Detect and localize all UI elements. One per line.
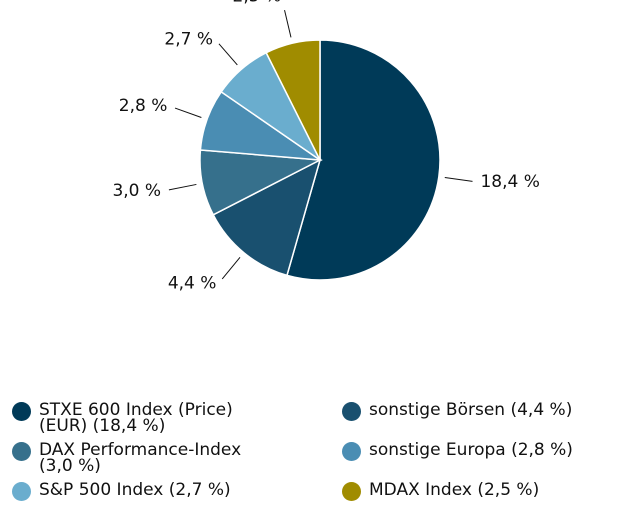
data-label: 2,7 % <box>164 29 213 49</box>
legend-marker <box>342 482 361 501</box>
legend-marker <box>12 482 31 501</box>
legend-item: DAX Performance-Index (3,0 %) <box>12 440 342 476</box>
data-label: 4,4 % <box>168 274 217 294</box>
pie-slice <box>286 39 441 281</box>
legend-item: MDAX Index (2,5 %) <box>342 482 612 501</box>
legend-item: sonstige Börsen (4,4 %) <box>342 402 612 434</box>
legend-item: sonstige Europa (2,8 %) <box>342 442 612 474</box>
leader-line <box>168 183 197 191</box>
data-label: 2,8 % <box>119 96 168 116</box>
data-label: 18,4 % <box>480 172 539 192</box>
leader-line <box>221 257 241 280</box>
leader-line <box>218 43 238 66</box>
data-label: 3,0 % <box>112 181 161 201</box>
legend-marker <box>342 402 361 421</box>
legend-label: STXE 600 Index (Price) (EUR) (18,4 %) <box>39 400 233 436</box>
leader-line <box>284 10 292 38</box>
legend-marker <box>12 402 31 421</box>
legend-label: MDAX Index (2,5 %) <box>369 480 540 500</box>
leader-line <box>444 177 473 182</box>
legend-item: S&P 500 Index (2,7 %) <box>12 482 342 501</box>
legend-marker <box>12 442 31 461</box>
legend-label: sonstige Börsen (4,4 %) <box>369 400 573 420</box>
pie-slice <box>265 39 321 161</box>
legend-label: S&P 500 Index (2,7 %) <box>39 480 231 500</box>
legend-label: sonstige Europa (2,8 %) <box>369 440 573 460</box>
legend-item: STXE 600 Index (Price) (EUR) (18,4 %) <box>12 400 342 436</box>
legend-label: DAX Performance-Index (3,0 %) <box>39 440 242 476</box>
leader-line <box>174 107 202 118</box>
pie-slice <box>212 158 322 277</box>
legend-marker <box>342 442 361 461</box>
chart: 18,4 % 4,4 % 3,0 % 2,8 % 2,7 % 2,5 % <box>112 0 539 294</box>
data-label: 2,5 % <box>233 0 282 6</box>
legend: STXE 600 Index (Price) (EUR) (18,4 %) son… <box>12 402 612 501</box>
